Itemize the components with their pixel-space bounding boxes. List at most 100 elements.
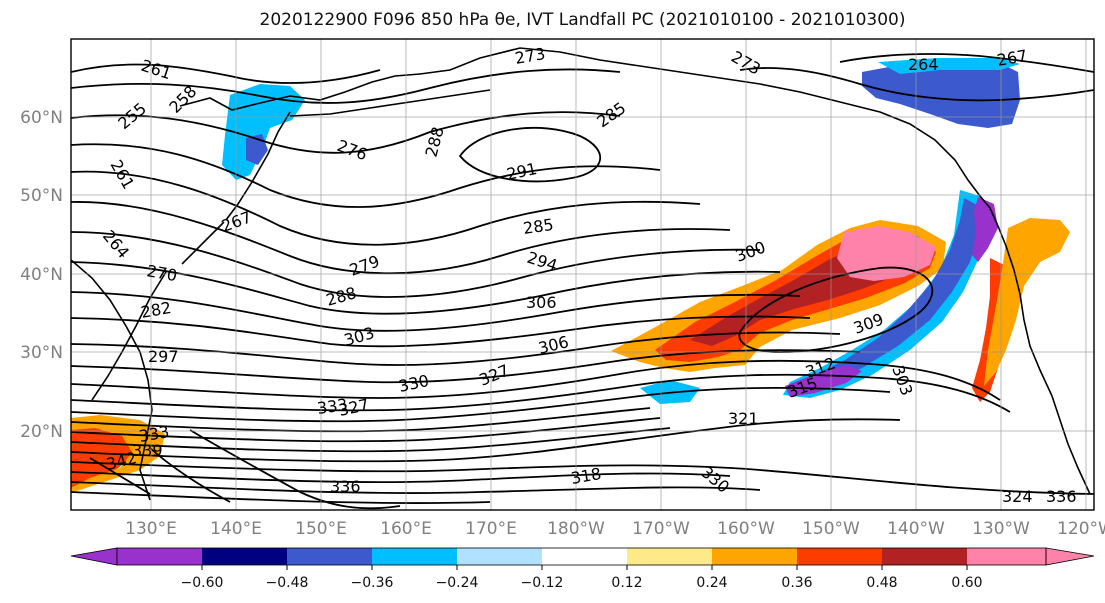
colorbar-bin — [287, 548, 372, 565]
contour-324 — [71, 461, 1094, 495]
contour-303 — [71, 359, 1001, 401]
figure-title: 2020122900 F096 850 hPa θe, IVT Landfall… — [259, 10, 906, 30]
bering-strait-coastline — [419, 47, 681, 75]
lon-tick-label: 120°W — [1057, 519, 1105, 539]
graticule — [71, 39, 1094, 510]
lat-tick-label: 40°N — [20, 265, 63, 285]
contour-288 — [71, 315, 811, 348]
contour-label: 306 — [526, 293, 557, 312]
peak-positive-anomaly-region — [837, 226, 936, 281]
colorbar-tick-label: 0.48 — [866, 575, 897, 591]
contour-279 — [71, 231, 761, 298]
lon-tick-label: 130°W — [972, 519, 1030, 539]
colorbar-tick-label: −0.48 — [266, 575, 309, 591]
colorbar-tick-label: −0.36 — [351, 575, 394, 591]
contour-label: 297 — [148, 347, 179, 366]
colorbar-tick-label: −0.60 — [181, 575, 224, 591]
lon-tick-label: 180°W — [547, 519, 605, 539]
lat-tick-label: 30°N — [20, 343, 63, 363]
contour-297 — [71, 349, 861, 384]
contour-330 — [71, 481, 761, 494]
contour-291 — [458, 126, 601, 183]
land-coastlines — [71, 47, 1091, 501]
colorbar-bin — [967, 548, 1046, 565]
map-frame — [70, 38, 1095, 511]
latitude-tick-labels: 60°N 50°N 40°N 30°N 20°N — [20, 108, 63, 442]
contour-327 — [71, 471, 731, 484]
colorbar-bin — [202, 548, 287, 565]
colorbar-bin — [797, 548, 882, 565]
colorbar: −0.60 −0.48 −0.36 −0.24 −0.12 0.12 0.24 … — [70, 547, 1095, 591]
lat-tick-label: 20°N — [20, 422, 63, 442]
contour-282 — [71, 261, 781, 315]
contour-label: 324 — [1002, 487, 1033, 506]
alaska-light-negative-anomaly-region — [878, 58, 1020, 74]
siberia-coastline — [179, 73, 421, 111]
map-plot-area: 261 258 255 261 264 267 270 273 276 279 … — [71, 39, 1094, 510]
lon-tick-label: 150°E — [295, 519, 347, 539]
contour-342 — [89, 457, 151, 495]
colorbar-bin — [117, 548, 202, 565]
contour-336 — [189, 429, 401, 510]
contour-339 — [149, 447, 231, 503]
colorbar-bin — [712, 548, 797, 565]
lon-tick-label: 140°W — [887, 519, 945, 539]
contour-alaska-267 — [739, 67, 1094, 102]
gulf-of-california-coastline — [1051, 395, 1091, 495]
lon-tick-label: 130°E — [125, 519, 177, 539]
colorbar-bin — [542, 548, 627, 565]
colorbar-bin — [457, 548, 542, 565]
contour-318 — [71, 427, 671, 453]
contour-321 — [71, 418, 901, 463]
colorbar-frame — [116, 547, 1047, 566]
contour-309 — [71, 387, 891, 423]
contour-276 — [71, 201, 731, 275]
alaska-negative-anomaly-region — [862, 60, 1020, 128]
contour-267 — [71, 111, 621, 154]
japan-coastline — [91, 271, 167, 401]
lon-tick-label: 140°E — [210, 519, 262, 539]
colorbar-left-extension — [70, 547, 118, 566]
contour-315 — [71, 417, 661, 443]
contour-261 — [71, 63, 381, 84]
contour-label: 339 — [132, 441, 163, 460]
colorbar-bin — [882, 548, 967, 565]
lon-tick-label: 170°E — [465, 519, 517, 539]
colorbar-right-extension — [1045, 547, 1095, 566]
colorbar-tick-label: 0.24 — [696, 575, 727, 591]
contour-label: 321 — [728, 409, 759, 428]
contour-333 — [71, 491, 491, 504]
lon-tick-label: 160°W — [717, 519, 775, 539]
east-coast-light-positive-anomaly-region — [984, 218, 1070, 386]
contour-alaska-264 — [839, 53, 1094, 73]
contour-label: 336 — [1046, 487, 1077, 506]
lon-tick-label: 170°W — [632, 519, 690, 539]
strong-negative-anomaly-west-coast-region — [800, 198, 979, 387]
longitude-tick-labels: 130°E 140°E 150°E 160°E 170°E 180°W 170°… — [125, 519, 1105, 539]
colorbar-bin — [627, 548, 712, 565]
lon-tick-label: 150°W — [802, 519, 860, 539]
colorbar-bin — [372, 548, 457, 565]
contour-306 — [71, 373, 1011, 413]
contour-label: 336 — [330, 477, 361, 496]
colorbar-tick-label: −0.12 — [521, 575, 564, 591]
colorbar-tick-label: 0.60 — [951, 575, 982, 591]
contour-label: 333 — [316, 395, 349, 418]
contour-label: 285 — [522, 215, 555, 238]
lat-tick-label: 50°N — [20, 186, 63, 206]
lon-tick-label: 160°E — [380, 519, 432, 539]
alaska-coastline — [679, 71, 991, 209]
lat-tick-label: 60°N — [20, 108, 63, 128]
contour-285 — [71, 291, 801, 332]
contour-270 — [71, 143, 661, 208]
colorbar-tick-label: 0.12 — [611, 575, 642, 591]
aleutian-islands — [289, 89, 491, 117]
contour-264 — [71, 68, 621, 104]
theta-e-contours — [71, 53, 1094, 510]
colorbar-tick-label: −0.24 — [436, 575, 479, 591]
contour-312 — [71, 407, 651, 433]
colorbar-tick-label: 0.36 — [781, 575, 812, 591]
contour-label: 264 — [908, 55, 939, 74]
